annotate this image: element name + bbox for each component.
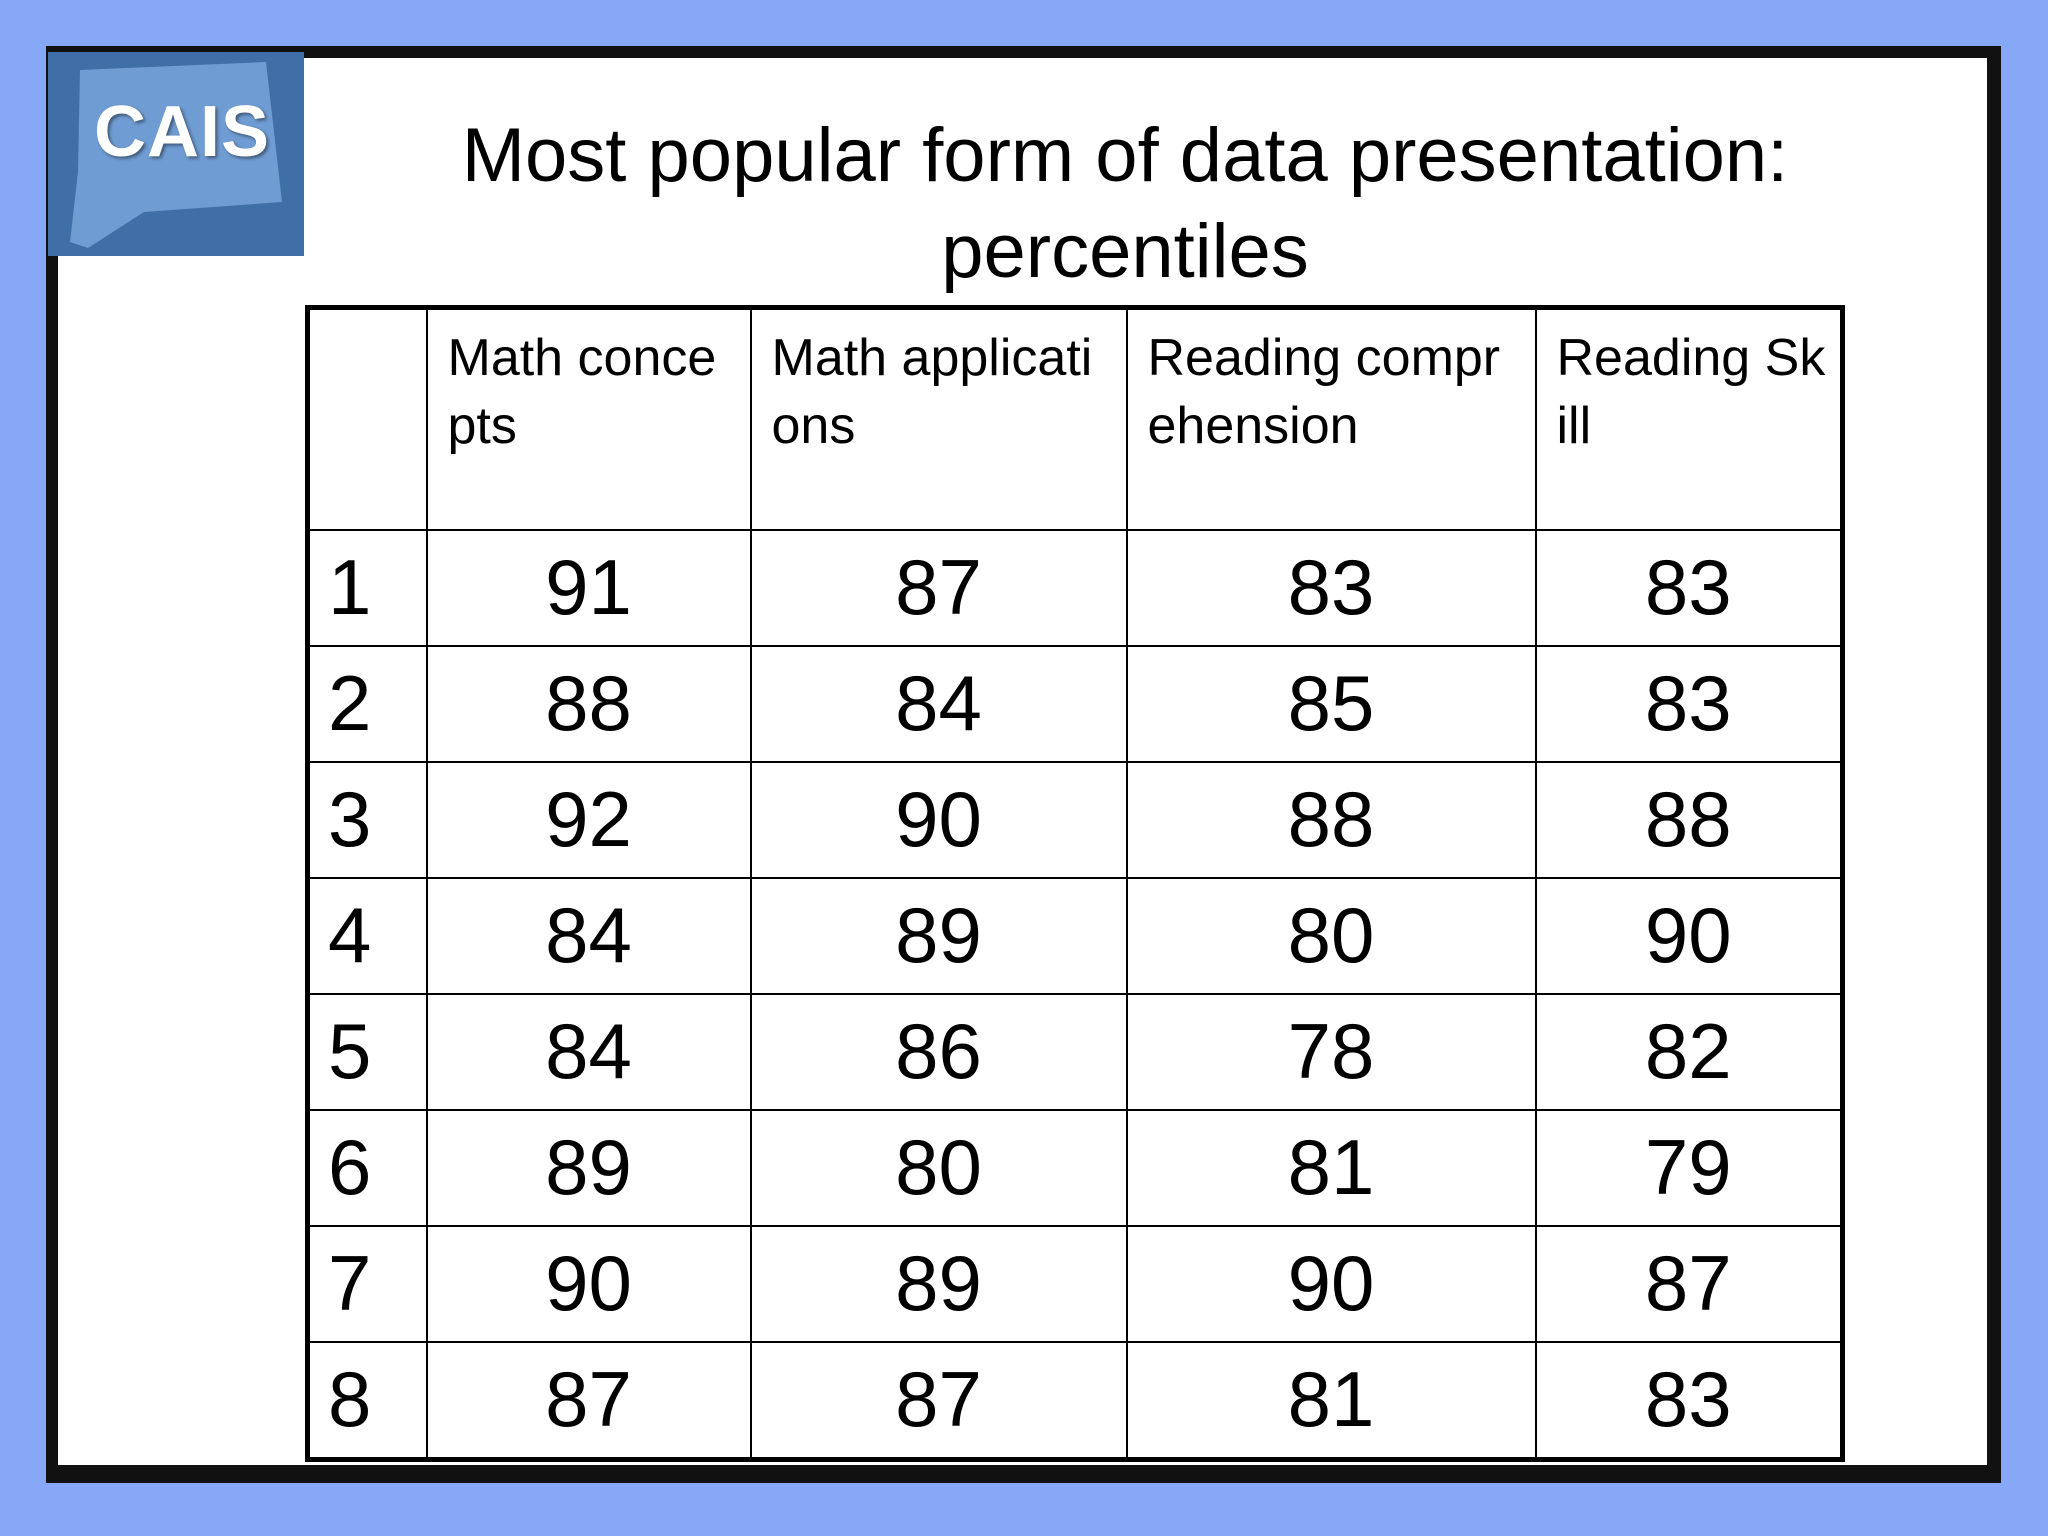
table-row: 3 92 90 88 88 [306,760,1844,879]
table-cell: 83 [1125,528,1537,647]
table-cell: 84 [425,876,752,995]
table-cell: 87 [425,1340,752,1460]
table-cell: 83 [1534,1340,1844,1460]
table-cell: 88 [1125,760,1537,879]
cais-logo: CAIS [48,52,304,256]
header-cell-reading-skill: Reading Skill [1534,306,1844,531]
row-label: 7 [306,1224,428,1343]
state-outline-icon [70,62,282,248]
table-cell: 81 [1125,1340,1537,1460]
table-cell: 83 [1534,644,1844,763]
logo-text: CAIS [94,92,271,172]
table-row: 5 84 86 78 82 [306,992,1844,1111]
table-cell: 91 [425,528,752,647]
table-cell: 87 [1534,1224,1844,1343]
header-cell-math-applications: Math applications [749,306,1128,531]
slide-title-line-1: Most popular form of data presentation: [461,113,1789,198]
table-cell: 90 [749,760,1128,879]
table-cell: 87 [749,528,1128,647]
table-header-row: Math concepts Math applications Reading … [306,306,1844,531]
table-cell: 89 [749,1224,1128,1343]
table-cell: 80 [749,1108,1128,1227]
table-cell: 79 [1534,1108,1844,1227]
row-label: 4 [306,876,428,995]
table-cell: 89 [425,1108,752,1227]
table-cell: 84 [425,992,752,1111]
slide-title: Most popular form of data presentation: … [380,108,1870,300]
table-cell: 84 [749,644,1128,763]
row-label: 8 [306,1340,428,1460]
row-label: 1 [306,528,428,647]
header-cell-empty [306,306,428,531]
row-label: 2 [306,644,428,763]
table-row: 1 91 87 83 83 [306,528,1844,647]
slide-title-line-2: percentiles [941,209,1309,294]
header-cell-reading-comprehension: Reading comprehension [1125,306,1537,531]
table-cell: 92 [425,760,752,879]
table-cell: 86 [749,992,1128,1111]
table-cell: 90 [425,1224,752,1343]
table-cell: 82 [1534,992,1844,1111]
table-cell: 87 [749,1340,1128,1460]
table-cell: 90 [1125,1224,1537,1343]
table-cell: 90 [1534,876,1844,995]
row-label: 5 [306,992,428,1111]
table-cell: 83 [1534,528,1844,647]
table-row: 2 88 84 85 83 [306,644,1844,763]
table-cell: 78 [1125,992,1537,1111]
table-cell: 88 [1534,760,1844,879]
row-label: 6 [306,1108,428,1227]
table-cell: 89 [749,876,1128,995]
table-cell: 88 [425,644,752,763]
header-cell-math-concepts: Math concepts [425,306,752,531]
table-cell: 85 [1125,644,1537,763]
table-row: 6 89 80 81 79 [306,1108,1844,1227]
table-row: 8 87 87 81 83 [306,1340,1844,1460]
percentiles-table: Math concepts Math applications Reading … [305,305,1845,1462]
row-label: 3 [306,760,428,879]
table-cell: 81 [1125,1108,1537,1227]
table-row: 7 90 89 90 87 [306,1224,1844,1343]
table-cell: 80 [1125,876,1537,995]
table-row: 4 84 89 80 90 [306,876,1844,995]
